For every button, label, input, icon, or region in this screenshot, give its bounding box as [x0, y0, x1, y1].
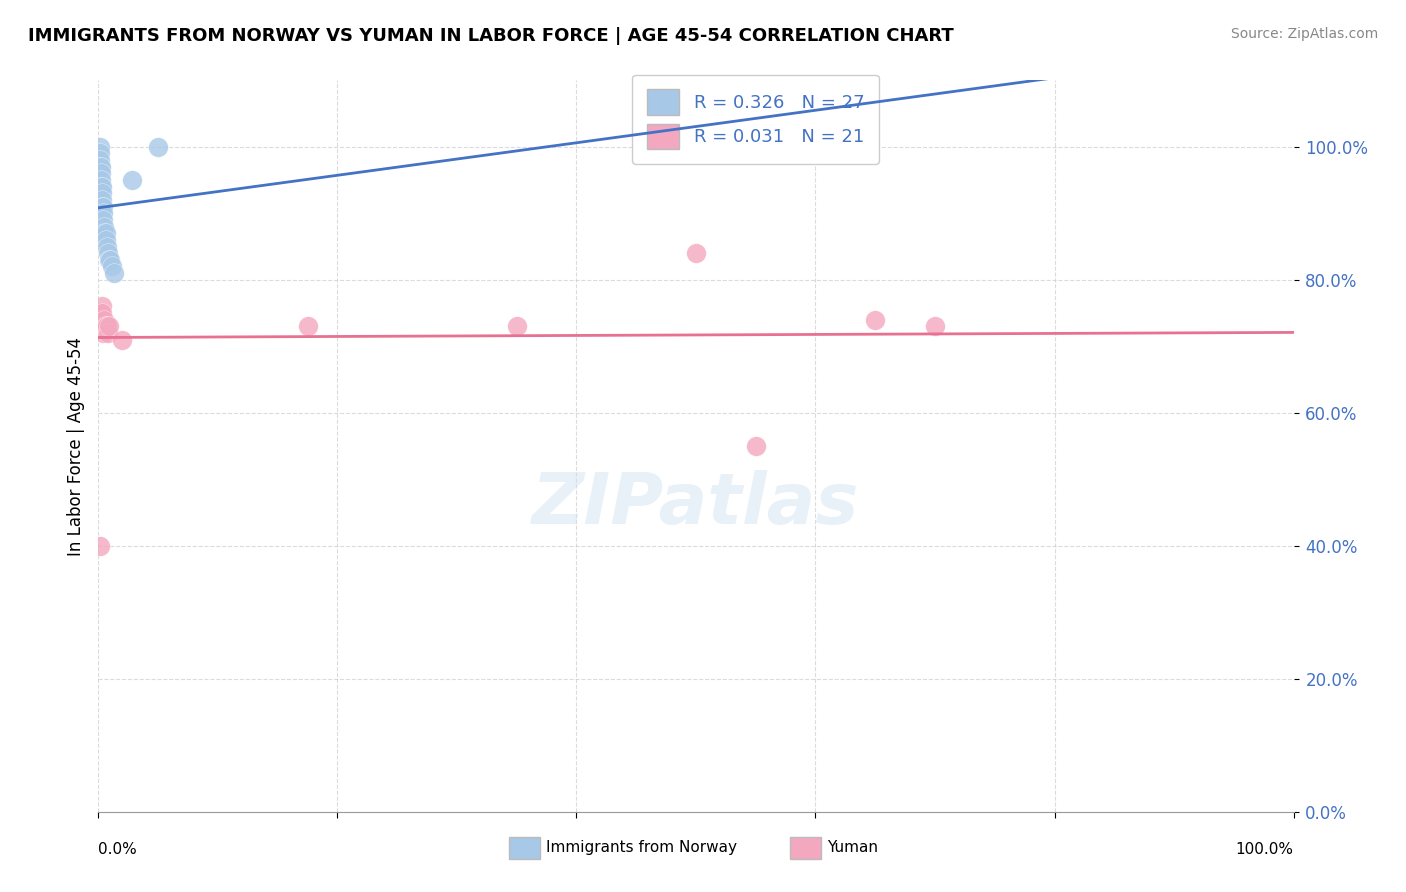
Point: [96, 239, 118, 253]
Point: [745, 439, 768, 453]
Point: [94, 319, 117, 334]
Point: [93, 226, 115, 240]
Point: [865, 312, 887, 326]
Point: [96, 319, 118, 334]
Point: [97, 246, 120, 260]
Point: [98, 319, 121, 334]
Point: [91, 200, 114, 214]
Point: [111, 333, 134, 347]
Point: [89, 140, 111, 154]
Text: Immigrants from Norway: Immigrants from Norway: [546, 840, 737, 855]
Text: IMMIGRANTS FROM NORWAY VS YUMAN IN LABOR FORCE | AGE 45-54 CORRELATION CHART: IMMIGRANTS FROM NORWAY VS YUMAN IN LABOR…: [28, 27, 953, 45]
Point: [90, 160, 112, 174]
Point: [685, 246, 707, 260]
Point: [103, 266, 125, 280]
Point: [90, 306, 112, 320]
Point: [924, 319, 946, 334]
Y-axis label: In Labor Force | Age 45-54: In Labor Force | Age 45-54: [66, 336, 84, 556]
Point: [90, 179, 112, 194]
Point: [94, 233, 117, 247]
Point: [91, 179, 114, 194]
Point: [297, 319, 319, 334]
Point: [100, 260, 122, 274]
Point: [91, 326, 114, 340]
Point: [89, 153, 111, 167]
Point: [90, 173, 112, 187]
Point: [98, 252, 122, 267]
Point: [91, 299, 114, 313]
Point: [90, 312, 112, 326]
Point: [91, 193, 114, 207]
Point: [89, 319, 111, 334]
Point: [91, 319, 114, 334]
Point: [90, 166, 112, 180]
Point: [93, 312, 115, 326]
Point: [89, 539, 111, 553]
Text: 0.0%: 0.0%: [98, 842, 138, 857]
Point: [91, 213, 114, 227]
Point: [89, 146, 111, 161]
Point: [97, 326, 120, 340]
Point: [89, 312, 111, 326]
Text: 100.0%: 100.0%: [1236, 842, 1294, 857]
Point: [506, 319, 529, 334]
Point: [93, 219, 115, 234]
Text: Source: ZipAtlas.com: Source: ZipAtlas.com: [1230, 27, 1378, 41]
Legend: R = 0.326   N = 27, R = 0.031   N = 21: R = 0.326 N = 27, R = 0.031 N = 21: [633, 75, 879, 164]
Text: Yuman: Yuman: [827, 840, 877, 855]
Point: [91, 200, 114, 214]
Text: ZIPatlas: ZIPatlas: [533, 470, 859, 539]
Point: [148, 140, 170, 154]
Point: [91, 186, 114, 201]
Point: [91, 206, 114, 220]
Point: [121, 173, 143, 187]
Point: [94, 226, 117, 240]
Point: [91, 306, 114, 320]
Point: [89, 160, 111, 174]
Point: [98, 252, 121, 267]
